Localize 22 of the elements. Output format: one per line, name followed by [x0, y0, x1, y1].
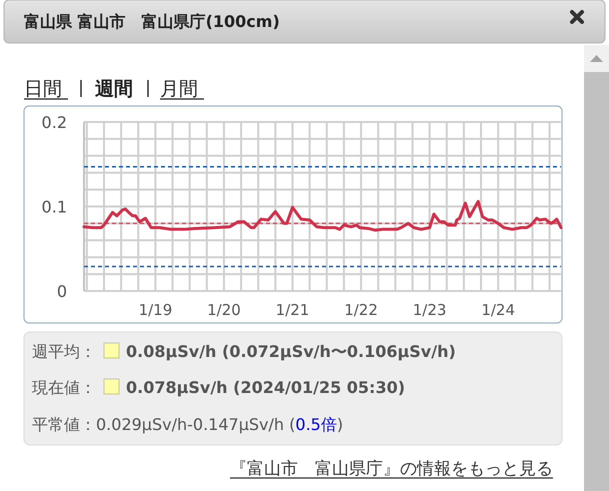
x-tick-label: 1/21 — [276, 301, 310, 319]
text: 0.078μSv/h (2024/01/25 05:30) — [126, 378, 406, 397]
chart-title: 富山県 富山市 富山県庁(100cm) — [24, 12, 280, 31]
text: 平常値：0.029μSv/h-0.147μSv/h ( — [32, 415, 296, 434]
text: 『富山市 富山県庁』の情報をもっと見る — [230, 459, 553, 479]
y-tick-label: 0.2 — [42, 113, 67, 132]
x-tick-label: 1/23 — [412, 301, 446, 319]
text: 0.5倍 — [295, 415, 337, 434]
text: 週平均： — [32, 342, 96, 361]
text: 現在値： — [32, 378, 96, 397]
x-tick-label: 1/19 — [138, 301, 172, 319]
text: 週間 — [94, 78, 133, 100]
y-tick-label: 0.1 — [42, 198, 67, 216]
y-tick-label: 0 — [56, 282, 67, 301]
x-tick-label: 1/20 — [207, 301, 241, 319]
x-tick-label: 1/24 — [481, 301, 516, 319]
text: 日間 — [24, 78, 62, 100]
text: ) — [336, 415, 344, 434]
text: 0.08μSv/h (0.072μSv/h〜0.106μSv/h) — [126, 342, 456, 361]
x-tick-label: 1/22 — [344, 301, 378, 319]
text: 月間 — [160, 78, 198, 100]
line-series — [82, 200, 562, 232]
